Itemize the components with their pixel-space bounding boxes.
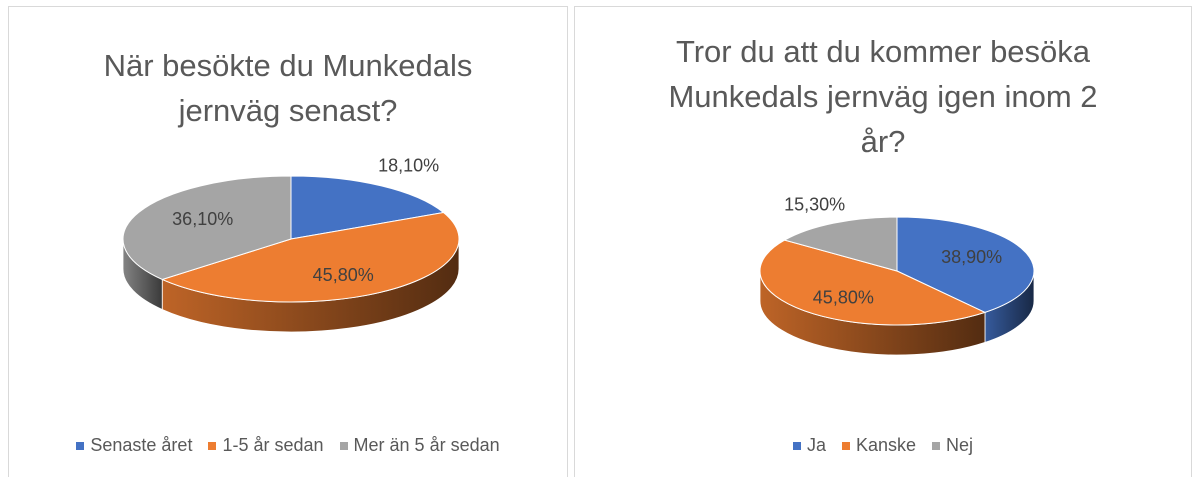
legend-label: Mer än 5 år sedan bbox=[353, 435, 500, 455]
data-label: 15,30% bbox=[784, 194, 845, 214]
data-label: 36,10% bbox=[172, 209, 233, 229]
legend-swatch bbox=[841, 441, 850, 450]
legend-swatch bbox=[792, 441, 801, 450]
pie-chart: 38,90% 45,80% 15,30% bbox=[759, 194, 1035, 356]
pie-slice bbox=[122, 175, 292, 311]
chart-panel: När besökte du Munkedals jernväg senast?… bbox=[8, 6, 568, 477]
chart-title: Tror du att du kommer besöka Munkedals j… bbox=[668, 34, 1098, 159]
slice-top bbox=[783, 216, 898, 272]
slice-top bbox=[290, 175, 445, 240]
chart-title: När besökte du Munkedals jernväg senast? bbox=[103, 48, 473, 128]
legend-item: Senaste året bbox=[76, 435, 192, 456]
legend-swatch bbox=[339, 441, 348, 450]
legend-swatch bbox=[208, 441, 217, 450]
legend-item: Ja bbox=[792, 435, 826, 456]
legend-label: Ja bbox=[806, 435, 826, 455]
legend-label: Kanske bbox=[855, 435, 917, 455]
pie-slice bbox=[290, 175, 445, 240]
pie-slice bbox=[759, 239, 987, 356]
pie-slice bbox=[160, 212, 460, 333]
chart-panel: Tror du att du kommer besöka Munkedals j… bbox=[574, 6, 1192, 477]
legend-label: 1-5 år sedan bbox=[222, 435, 324, 455]
data-label: 38,90% bbox=[941, 247, 1002, 267]
legend-item: Kanske bbox=[841, 435, 917, 456]
legend-label: Nej bbox=[946, 435, 974, 455]
slice-top bbox=[759, 239, 987, 326]
legend-item: Nej bbox=[932, 435, 973, 456]
data-label: 45,80% bbox=[313, 265, 374, 285]
slice-top bbox=[122, 175, 292, 280]
legend-swatch bbox=[76, 441, 85, 450]
legend-item: Mer än 5 år sedan bbox=[339, 435, 500, 456]
legend: Senaste året 1-5 år sedan Mer än 5 år seda… bbox=[9, 435, 567, 456]
slice-top bbox=[896, 216, 1035, 313]
slice-top bbox=[160, 212, 460, 303]
data-label: 45,80% bbox=[813, 287, 874, 307]
legend: Ja Kanske Nej bbox=[575, 435, 1191, 456]
legend-label: Senaste året bbox=[90, 435, 193, 455]
pie-slice bbox=[783, 216, 898, 272]
pie-chart: 18,10% 45,80% 36,10% bbox=[122, 155, 460, 333]
data-label: 18,10% bbox=[378, 155, 439, 175]
legend-item: 1-5 år sedan bbox=[208, 435, 324, 456]
legend-swatch bbox=[932, 441, 941, 450]
